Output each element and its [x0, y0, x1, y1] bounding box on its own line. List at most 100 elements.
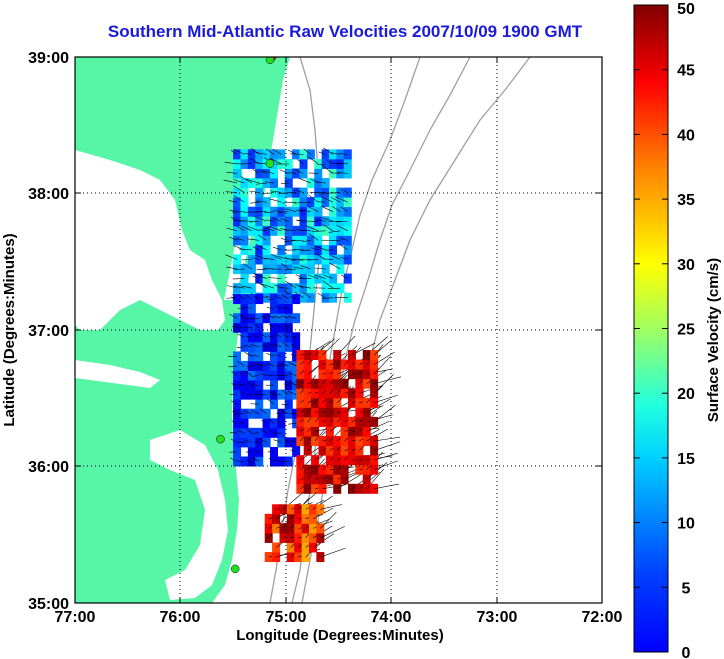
x-axis-label: Longitude (Degrees:Minutes) — [236, 627, 444, 644]
velocity-arrow — [272, 148, 282, 155]
velocity-arrow — [261, 316, 267, 319]
colorbar-tick-label: 5 — [682, 580, 691, 597]
velocity-arrow — [340, 206, 348, 212]
velocity-arrow — [373, 404, 396, 423]
velocity-arrow — [229, 457, 238, 462]
velocity-arrow — [229, 209, 238, 212]
velocity-arrow — [245, 317, 252, 320]
velocity-arrow — [302, 292, 312, 298]
velocity-arrow — [314, 267, 326, 270]
velocity-arrow — [251, 410, 260, 415]
velocity-arrow — [240, 176, 253, 184]
velocity-arrow — [295, 274, 304, 279]
velocity-arrow — [299, 209, 311, 213]
y-tick-label: 37:00 — [28, 323, 69, 340]
velocity-arrow — [281, 182, 289, 184]
velocity-arrow — [281, 294, 289, 300]
velocity-cell — [286, 504, 295, 515]
velocity-arrow — [253, 296, 260, 300]
velocity-arrow — [278, 211, 289, 213]
station-marker — [216, 434, 225, 444]
velocity-vector-field — [223, 147, 402, 563]
velocity-arrow — [284, 268, 297, 271]
velocity-arrow — [319, 192, 334, 195]
velocity-arrow — [261, 429, 267, 434]
colorbar-tick-label: 40 — [677, 127, 695, 144]
velocity-arrow — [251, 257, 260, 260]
velocity-arrow — [268, 324, 275, 328]
velocity-arrow — [294, 201, 304, 204]
velocity-arrow — [231, 296, 238, 300]
velocity-arrow — [226, 266, 238, 270]
velocity-arrow — [243, 344, 252, 348]
velocity-arrow — [308, 233, 319, 241]
velocity-arrow — [281, 410, 289, 415]
velocity-arrow — [267, 277, 282, 279]
velocity-arrow — [238, 422, 245, 424]
velocity-arrow — [234, 268, 245, 271]
velocity-arrow — [322, 338, 340, 356]
velocity-arrow — [226, 171, 238, 174]
velocity-arrow — [253, 323, 260, 328]
velocity-arrow — [296, 209, 304, 212]
velocity-arrow — [279, 169, 289, 174]
velocity-arrow — [314, 274, 326, 279]
velocity-arrow — [253, 215, 267, 222]
velocity-arrow — [290, 353, 297, 357]
velocity-arrow — [274, 295, 282, 300]
velocity-arrow — [283, 383, 289, 386]
colorbar-tick-label: 0 — [682, 645, 691, 659]
velocity-arrow — [273, 439, 282, 443]
velocity-cell — [294, 504, 303, 515]
velocity-arrow — [373, 339, 393, 356]
velocity-arrow — [302, 240, 311, 242]
velocity-arrow — [236, 346, 245, 348]
velocity-arrow — [270, 190, 282, 193]
velocity-arrow — [243, 263, 253, 270]
velocity-arrow — [252, 246, 260, 251]
velocity-arrow — [268, 225, 282, 232]
y-tick-label: 35:00 — [28, 596, 69, 613]
velocity-arrow — [235, 225, 245, 232]
velocity-arrow — [228, 200, 238, 203]
velocity-arrow — [373, 356, 391, 375]
velocity-arrow — [244, 440, 252, 443]
tick-marks — [75, 57, 602, 603]
velocity-arrow — [298, 491, 318, 510]
velocity-arrow — [268, 457, 275, 462]
velocity-arrow — [253, 335, 260, 338]
velocity-arrow — [282, 341, 289, 348]
velocity-arrow — [337, 474, 362, 490]
velocity-arrow — [318, 151, 326, 155]
velocity-arrow — [244, 370, 253, 376]
velocity-arrow — [321, 217, 334, 222]
velocity-arrow — [321, 164, 334, 174]
velocity-arrow — [264, 211, 275, 214]
velocity-arrow — [288, 381, 297, 386]
velocity-arrow — [266, 398, 275, 405]
velocity-arrow — [266, 362, 275, 367]
velocity-arrow — [374, 452, 398, 461]
velocity-arrow — [232, 185, 245, 193]
velocity-arrow — [255, 152, 267, 155]
velocity-arrow — [307, 155, 319, 165]
velocity-arrow — [264, 227, 275, 232]
velocity-arrow — [246, 460, 252, 462]
velocity-arrow — [331, 205, 341, 212]
velocity-arrow — [315, 181, 326, 184]
velocity-arrow — [290, 336, 297, 338]
velocity-arrow — [303, 148, 312, 155]
velocity-arrow — [262, 170, 275, 174]
velocity-arrow — [339, 244, 348, 251]
velocity-arrow — [299, 229, 311, 232]
velocity-arrow — [233, 195, 245, 203]
velocity-arrow — [299, 259, 311, 261]
velocity-arrow — [282, 334, 289, 338]
velocity-arrow — [340, 256, 348, 260]
velocity-arrow — [236, 360, 245, 367]
velocity-arrow — [251, 457, 260, 462]
velocity-arrow — [271, 253, 282, 260]
velocity-arrow — [266, 313, 275, 319]
colorbar-tick-label: 45 — [677, 63, 695, 80]
velocity-arrow — [284, 325, 289, 328]
